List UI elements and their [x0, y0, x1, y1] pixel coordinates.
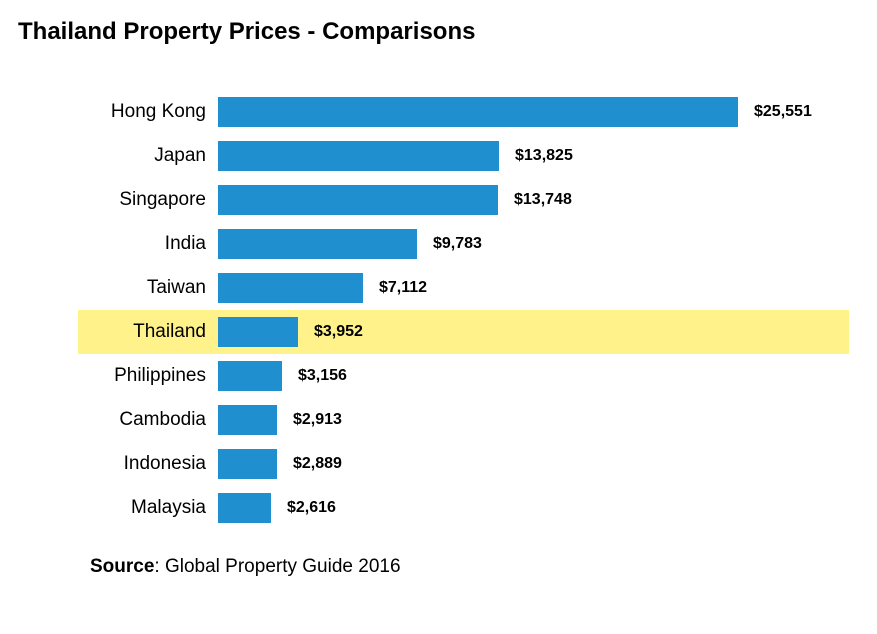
bar-wrap: $2,889: [218, 449, 849, 479]
bar-wrap: $7,112: [218, 273, 849, 303]
chart-row: Japan $13,825: [78, 134, 849, 178]
category-label: Hong Kong: [78, 101, 218, 123]
chart-row: Philippines $3,156: [78, 354, 849, 398]
bar-wrap: $3,952: [218, 317, 849, 347]
bar-wrap: $13,825: [218, 141, 849, 171]
bar-wrap: $2,616: [218, 493, 849, 523]
bar-wrap: $25,551: [218, 97, 849, 127]
chart-row: Malaysia $2,616: [78, 486, 849, 530]
category-label: Cambodia: [78, 409, 218, 431]
value-label: $13,825: [515, 147, 573, 165]
chart-row: Cambodia $2,913: [78, 398, 849, 442]
value-label: $2,616: [287, 499, 336, 517]
value-label: $3,156: [298, 367, 347, 385]
bar-wrap: $9,783: [218, 229, 849, 259]
value-label: $13,748: [514, 191, 572, 209]
bar: [218, 229, 417, 259]
bar: [218, 493, 271, 523]
category-label: Philippines: [78, 365, 218, 387]
bar: [218, 97, 738, 127]
bar: [218, 361, 282, 391]
bar: [218, 273, 363, 303]
bar: [218, 141, 499, 171]
bar: [218, 449, 277, 479]
value-label: $2,913: [293, 411, 342, 429]
bar: [218, 405, 277, 435]
chart-page: Thailand Property Prices - Comparisons H…: [0, 0, 877, 634]
chart-row: Hong Kong $25,551: [78, 90, 849, 134]
chart-row: Taiwan $7,112: [78, 266, 849, 310]
bar: [218, 317, 298, 347]
source-line: Source: Global Property Guide 2016: [90, 556, 859, 578]
category-label: Taiwan: [78, 277, 218, 299]
category-label: Singapore: [78, 189, 218, 211]
source-label: Source: [90, 556, 154, 577]
value-label: $3,952: [314, 323, 363, 341]
source-text: Global Property Guide 2016: [165, 556, 401, 577]
value-label: $7,112: [379, 279, 427, 297]
bar-wrap: $13,748: [218, 185, 849, 215]
category-label: India: [78, 233, 218, 255]
source-separator: :: [154, 556, 165, 577]
chart-row: India $9,783: [78, 222, 849, 266]
value-label: $2,889: [293, 455, 342, 473]
chart-row: Indonesia $2,889: [78, 442, 849, 486]
category-label: Malaysia: [78, 497, 218, 519]
category-label: Indonesia: [78, 453, 218, 475]
bar-wrap: $3,156: [218, 361, 849, 391]
value-label: $25,551: [754, 103, 812, 121]
chart-row: Singapore $13,748: [78, 178, 849, 222]
category-label: Japan: [78, 145, 218, 167]
chart-row: Thailand $3,952: [78, 310, 849, 354]
category-label: Thailand: [78, 321, 218, 343]
value-label: $9,783: [433, 235, 482, 253]
bar-chart: Hong Kong $25,551 Japan $13,825 Singapore $13…: [78, 90, 849, 530]
bar-wrap: $2,913: [218, 405, 849, 435]
bar: [218, 185, 498, 215]
chart-title: Thailand Property Prices - Comparisons: [18, 18, 859, 46]
